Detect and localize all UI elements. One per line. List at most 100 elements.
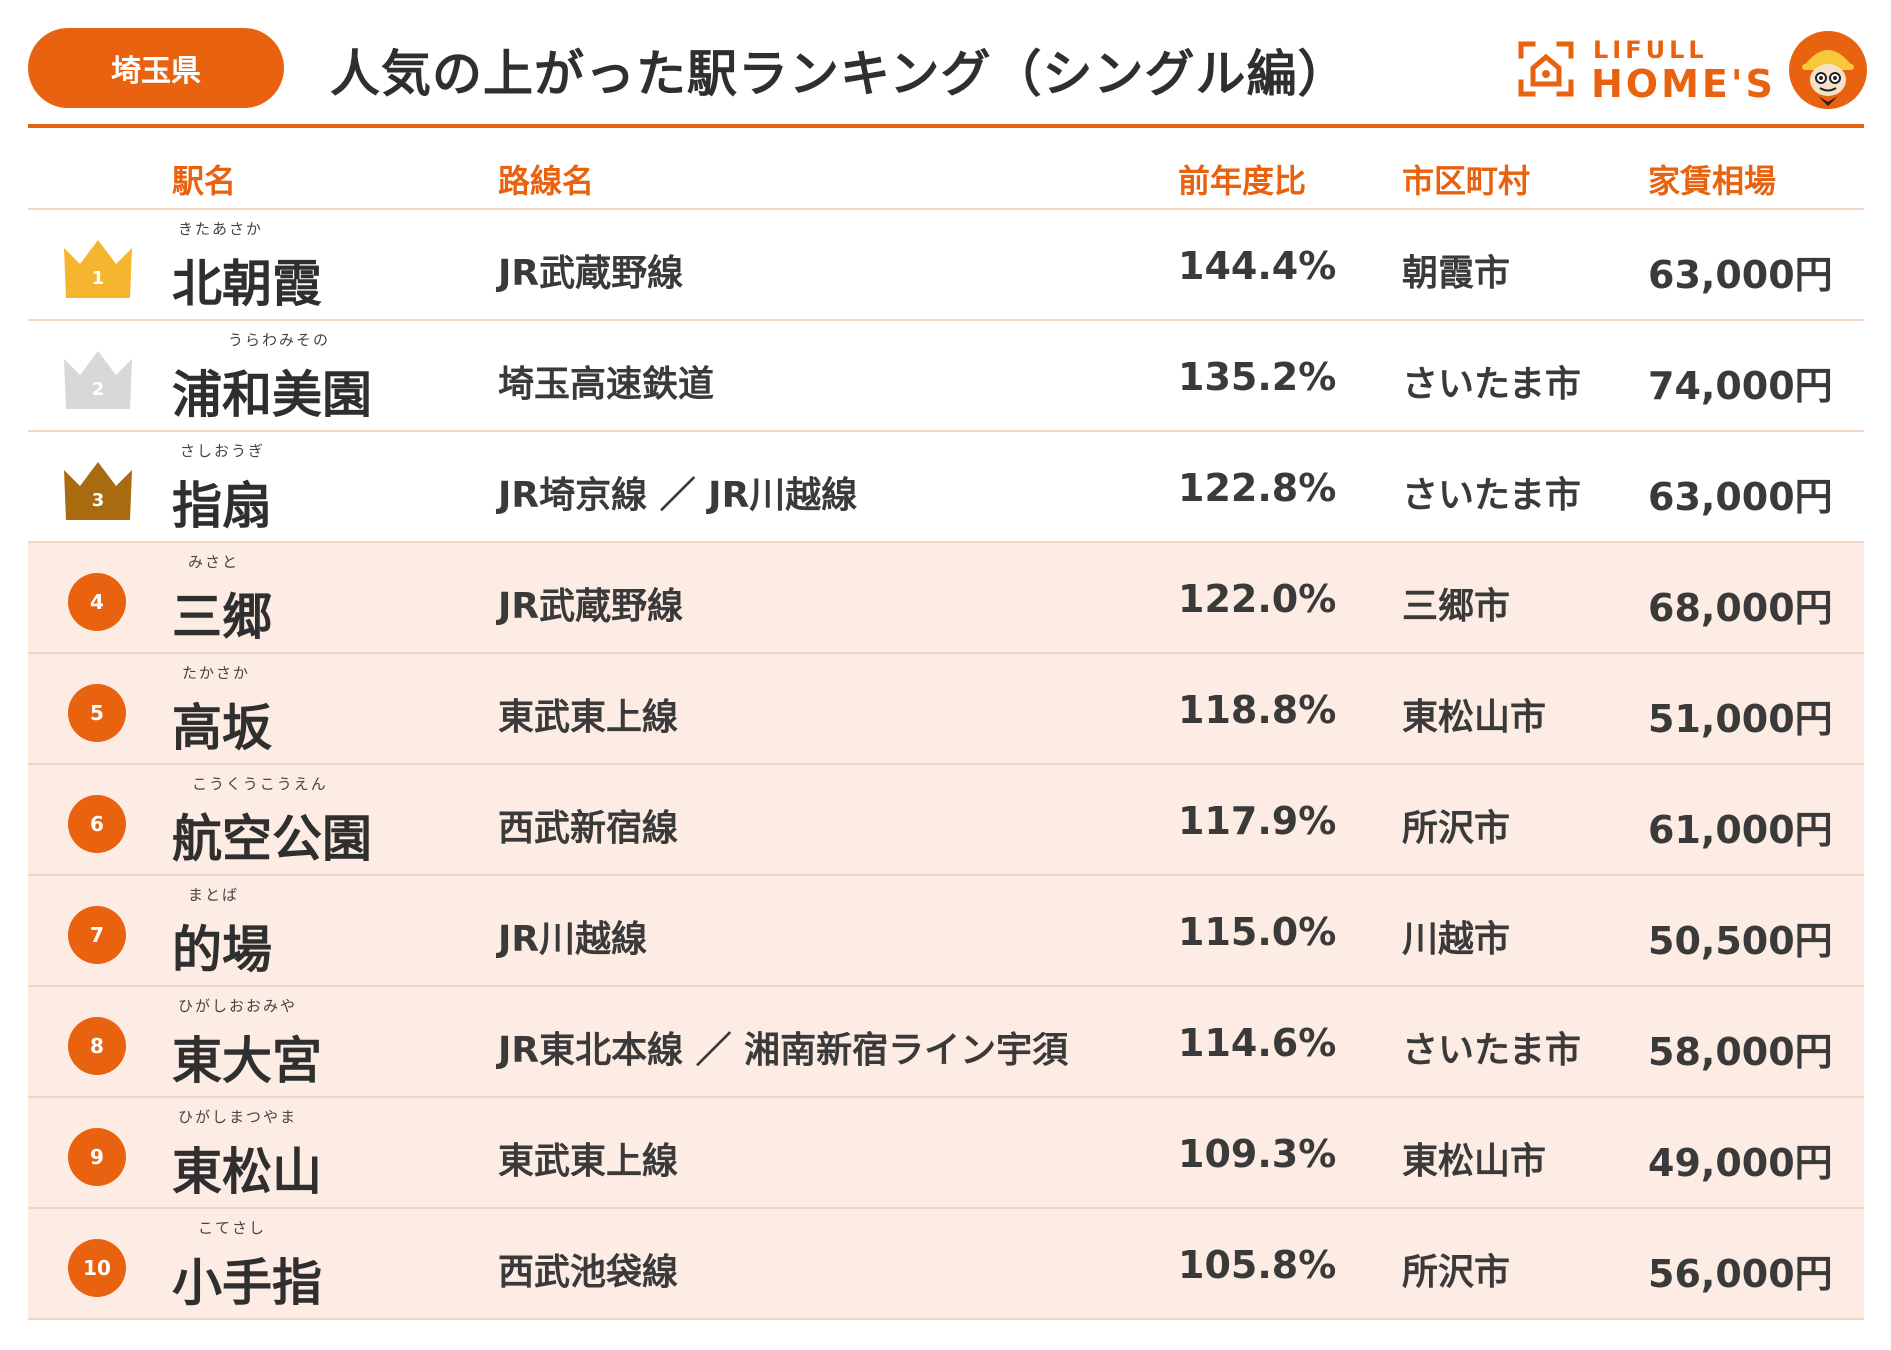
col-ratio: 前年度比 — [1178, 162, 1307, 200]
station-name: 北朝霞 — [172, 255, 322, 313]
col-city: 市区町村 — [1402, 162, 1531, 200]
station-name: 東松山 — [172, 1143, 322, 1201]
col-station: 駅名 — [172, 162, 237, 200]
rank-badge: 6 — [60, 789, 136, 859]
station-furigana: みさと — [188, 553, 240, 571]
station-name: 高坂 — [172, 699, 272, 757]
table-header: 駅名 路線名 前年度比 市区町村 家賃相場 — [28, 130, 1864, 210]
station-name: 浦和美園 — [172, 366, 372, 424]
table-row: 8 ひがしおおみや 東大宮 JR東北本線 ／ 湘南新宿ライン宇須 114.6% … — [28, 987, 1864, 1098]
rank-number: 9 — [68, 1128, 126, 1186]
station-furigana: まとば — [188, 886, 240, 904]
rank-number: 2 — [91, 379, 105, 400]
rent-value: 63,000円 — [1648, 253, 1833, 297]
rank-number: 8 — [68, 1017, 126, 1075]
rent-value: 50,500円 — [1648, 919, 1833, 963]
yoy-ratio: 105.8% — [1178, 1243, 1337, 1287]
table-row: 3 さしおうぎ 指扇 JR埼京線 ／ JR川越線 122.8% さいたま市 63… — [28, 432, 1864, 543]
prefecture-badge: 埼玉県 — [28, 28, 284, 108]
station-name: 東大宮 — [172, 1032, 322, 1090]
table-row: 10 こてさし 小手指 西武池袋線 105.8% 所沢市 56,000円 — [28, 1209, 1864, 1320]
rent-value: 63,000円 — [1648, 475, 1833, 519]
yoy-ratio: 144.4% — [1178, 244, 1337, 288]
city-name: 三郷市 — [1402, 586, 1511, 627]
rank-badge: 9 — [60, 1122, 136, 1192]
station-name: 指扇 — [172, 477, 272, 535]
rank-badge: 3 — [60, 456, 136, 526]
header-divider — [28, 124, 1864, 128]
station-furigana: ひがしおおみや — [178, 997, 298, 1015]
lifull-homes-logo: LIFULL HOME'S — [1515, 36, 1885, 116]
rank-number: 5 — [68, 684, 126, 742]
line-name: 東武東上線 — [498, 697, 679, 738]
table-row: 2 うらわみその 浦和美園 埼玉高速鉄道 135.2% さいたま市 74,000… — [28, 321, 1864, 432]
line-name: 西武新宿線 — [498, 808, 679, 849]
rank-badge: 8 — [60, 1011, 136, 1081]
city-name: さいたま市 — [1402, 1030, 1581, 1071]
rank-number: 4 — [68, 573, 126, 631]
table-row: 7 まとば 的場 JR川越線 115.0% 川越市 50,500円 — [28, 876, 1864, 987]
silver-crown-icon — [64, 351, 132, 409]
rank-badge: 2 — [60, 345, 136, 415]
yoy-ratio: 122.0% — [1178, 577, 1337, 621]
yoy-ratio: 109.3% — [1178, 1132, 1337, 1176]
yoy-ratio: 122.8% — [1178, 466, 1337, 510]
rank-number: 6 — [68, 795, 126, 853]
house-logo-icon — [1518, 41, 1574, 97]
yoy-ratio: 115.0% — [1178, 910, 1337, 954]
city-name: 東松山市 — [1402, 697, 1547, 738]
line-name: JR川越線 — [498, 919, 648, 960]
rank-badge: 7 — [60, 900, 136, 970]
yoy-ratio: 135.2% — [1178, 355, 1337, 399]
station-name: 航空公園 — [172, 810, 372, 868]
line-name: JR埼京線 ／ JR川越線 — [498, 475, 858, 516]
table-row: 6 こうくうこうえん 航空公園 西武新宿線 117.9% 所沢市 61,000円 — [28, 765, 1864, 876]
station-furigana: ひがしまつやま — [178, 1108, 298, 1126]
table-row: 9 ひがしまつやま 東松山 東武東上線 109.3% 東松山市 49,000円 — [28, 1098, 1864, 1209]
station-furigana: こてさし — [198, 1219, 267, 1237]
station-name: 小手指 — [172, 1254, 322, 1312]
yoy-ratio: 114.6% — [1178, 1021, 1337, 1065]
station-furigana: たかさか — [182, 664, 251, 682]
city-name: 所沢市 — [1402, 1252, 1511, 1293]
table-row: 4 みさと 三郷 JR武蔵野線 122.0% 三郷市 68,000円 — [28, 543, 1864, 654]
yoy-ratio: 118.8% — [1178, 688, 1337, 732]
rent-value: 74,000円 — [1648, 364, 1833, 408]
city-name: さいたま市 — [1402, 475, 1581, 516]
station-furigana: さしおうぎ — [180, 442, 266, 460]
line-name: 東武東上線 — [498, 1141, 679, 1182]
table-row: 1 きたあさか 北朝霞 JR武蔵野線 144.4% 朝霞市 63,000円 — [28, 210, 1864, 321]
page-header: 埼玉県 人気の上がった駅ランキング（シングル編） LIFULL HOME'S — [0, 0, 1891, 130]
logo-text-top: LIFULL — [1593, 36, 1708, 64]
station-furigana: きたあさか — [178, 220, 264, 238]
rank-number: 7 — [68, 906, 126, 964]
line-name: JR武蔵野線 — [498, 586, 684, 627]
city-name: 所沢市 — [1402, 808, 1511, 849]
ranking-table: 駅名 路線名 前年度比 市区町村 家賃相場 1 きたあさか 北朝霞 JR武蔵野線… — [28, 130, 1864, 1320]
page-title: 人気の上がった駅ランキング（シングル編） — [330, 45, 1349, 103]
gold-crown-icon — [64, 240, 132, 298]
rent-value: 58,000円 — [1648, 1030, 1833, 1074]
station-furigana: うらわみその — [228, 331, 331, 349]
rank-number: 10 — [68, 1239, 126, 1297]
city-name: 朝霞市 — [1402, 253, 1511, 294]
rank-number: 1 — [91, 268, 105, 289]
station-name: 三郷 — [172, 588, 272, 646]
col-line: 路線名 — [498, 162, 595, 200]
rent-value: 61,000円 — [1648, 808, 1833, 852]
logo-text-bottom: HOME'S — [1591, 62, 1776, 106]
city-name: 東松山市 — [1402, 1141, 1547, 1182]
rank-badge: 10 — [60, 1233, 136, 1303]
rank-badge: 4 — [60, 567, 136, 637]
rent-value: 51,000円 — [1648, 697, 1833, 741]
table-row: 5 たかさか 高坂 東武東上線 118.8% 東松山市 51,000円 — [28, 654, 1864, 765]
rent-value: 56,000円 — [1648, 1252, 1833, 1296]
yoy-ratio: 117.9% — [1178, 799, 1337, 843]
bronze-crown-icon — [64, 462, 132, 520]
rank-badge: 1 — [60, 234, 136, 304]
col-rent: 家賃相場 — [1648, 162, 1777, 200]
station-furigana: こうくうこうえん — [192, 775, 328, 793]
line-name: 埼玉高速鉄道 — [498, 364, 715, 405]
city-name: さいたま市 — [1402, 364, 1581, 405]
rank-badge: 5 — [60, 678, 136, 748]
